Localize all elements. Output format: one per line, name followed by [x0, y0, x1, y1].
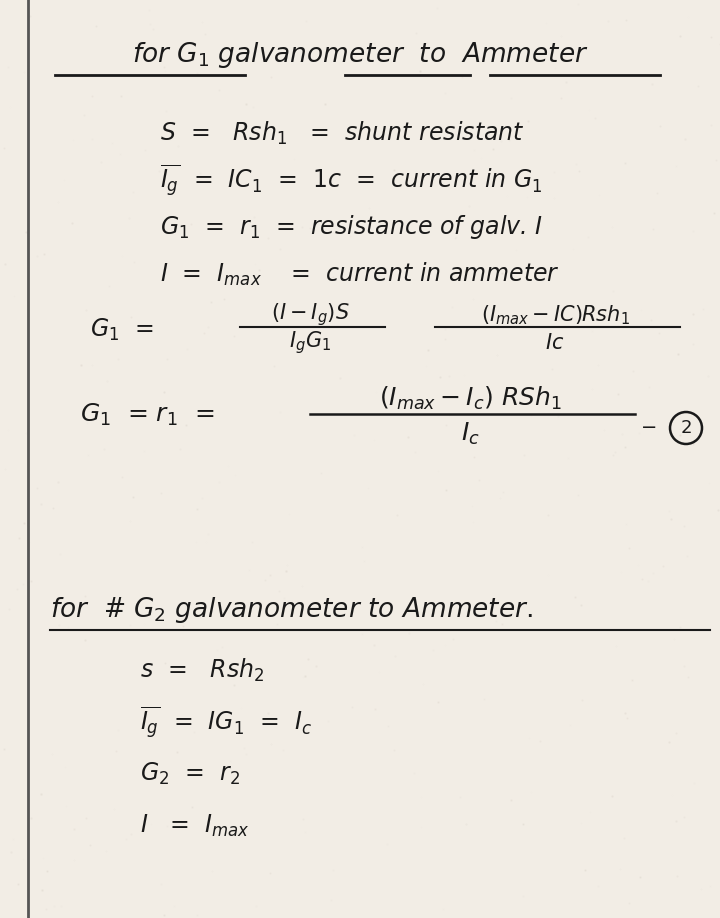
Text: $G_1$  =  $r_1$  =  resistance of galv. I: $G_1$ = $r_1$ = resistance of galv. I: [160, 213, 543, 241]
Text: $S$  =   $Rsh_1$   =  shunt resistant: $S$ = $Rsh_1$ = shunt resistant: [160, 119, 525, 147]
Text: $Ic$: $Ic$: [545, 333, 564, 353]
Text: $\overline{I_g}$  =  $IG_1$  =  $I_c$: $\overline{I_g}$ = $IG_1$ = $I_c$: [140, 704, 312, 740]
Text: $2$: $2$: [680, 419, 692, 437]
Text: $G_2$  =  $r_2$: $G_2$ = $r_2$: [140, 761, 240, 787]
Text: $I$  =  $I_{max}$    =  current in ammeter: $I$ = $I_{max}$ = current in ammeter: [160, 261, 560, 287]
Text: $\it{for}$ $G_1$ $\it{galvanometer}$  $\it{to}$  $\it{Ammeter}$: $\it{for}$ $G_1$ $\it{galvanometer}$ $\i…: [132, 40, 588, 70]
Text: $I_c$: $I_c$: [461, 420, 480, 447]
Text: $G_1$  = $r_1$  =: $G_1$ = $r_1$ =: [80, 402, 215, 428]
Text: $I$   =  $I_{max}$: $I$ = $I_{max}$: [140, 813, 249, 839]
Text: $(I_{max}-IC)Rsh_1$: $(I_{max}-IC)Rsh_1$: [480, 303, 629, 327]
Text: $(I-I_g)S$: $(I-I_g)S$: [271, 302, 349, 329]
Text: $I_g G_1$: $I_g G_1$: [289, 330, 331, 356]
Text: $(I_{max} - I_c)\ RSh_1$: $(I_{max} - I_c)\ RSh_1$: [379, 385, 562, 411]
Text: $s$  =   $Rsh_2$: $s$ = $Rsh_2$: [140, 656, 264, 684]
Text: $\overline{I_g}$  =  $IC_1$  =  $1c$  =  current in $G_1$: $\overline{I_g}$ = $IC_1$ = $1c$ = curre…: [160, 162, 542, 198]
Text: $\it{for}$  # $G_2$ $\it{galvanometer}$ $\it{to}$ $\it{Ammeter}$.: $\it{for}$ # $G_2$ $\it{galvanometer}$ $…: [50, 595, 533, 625]
Text: $G_1$  =: $G_1$ =: [90, 317, 154, 343]
Text: $-$: $-$: [640, 417, 656, 435]
